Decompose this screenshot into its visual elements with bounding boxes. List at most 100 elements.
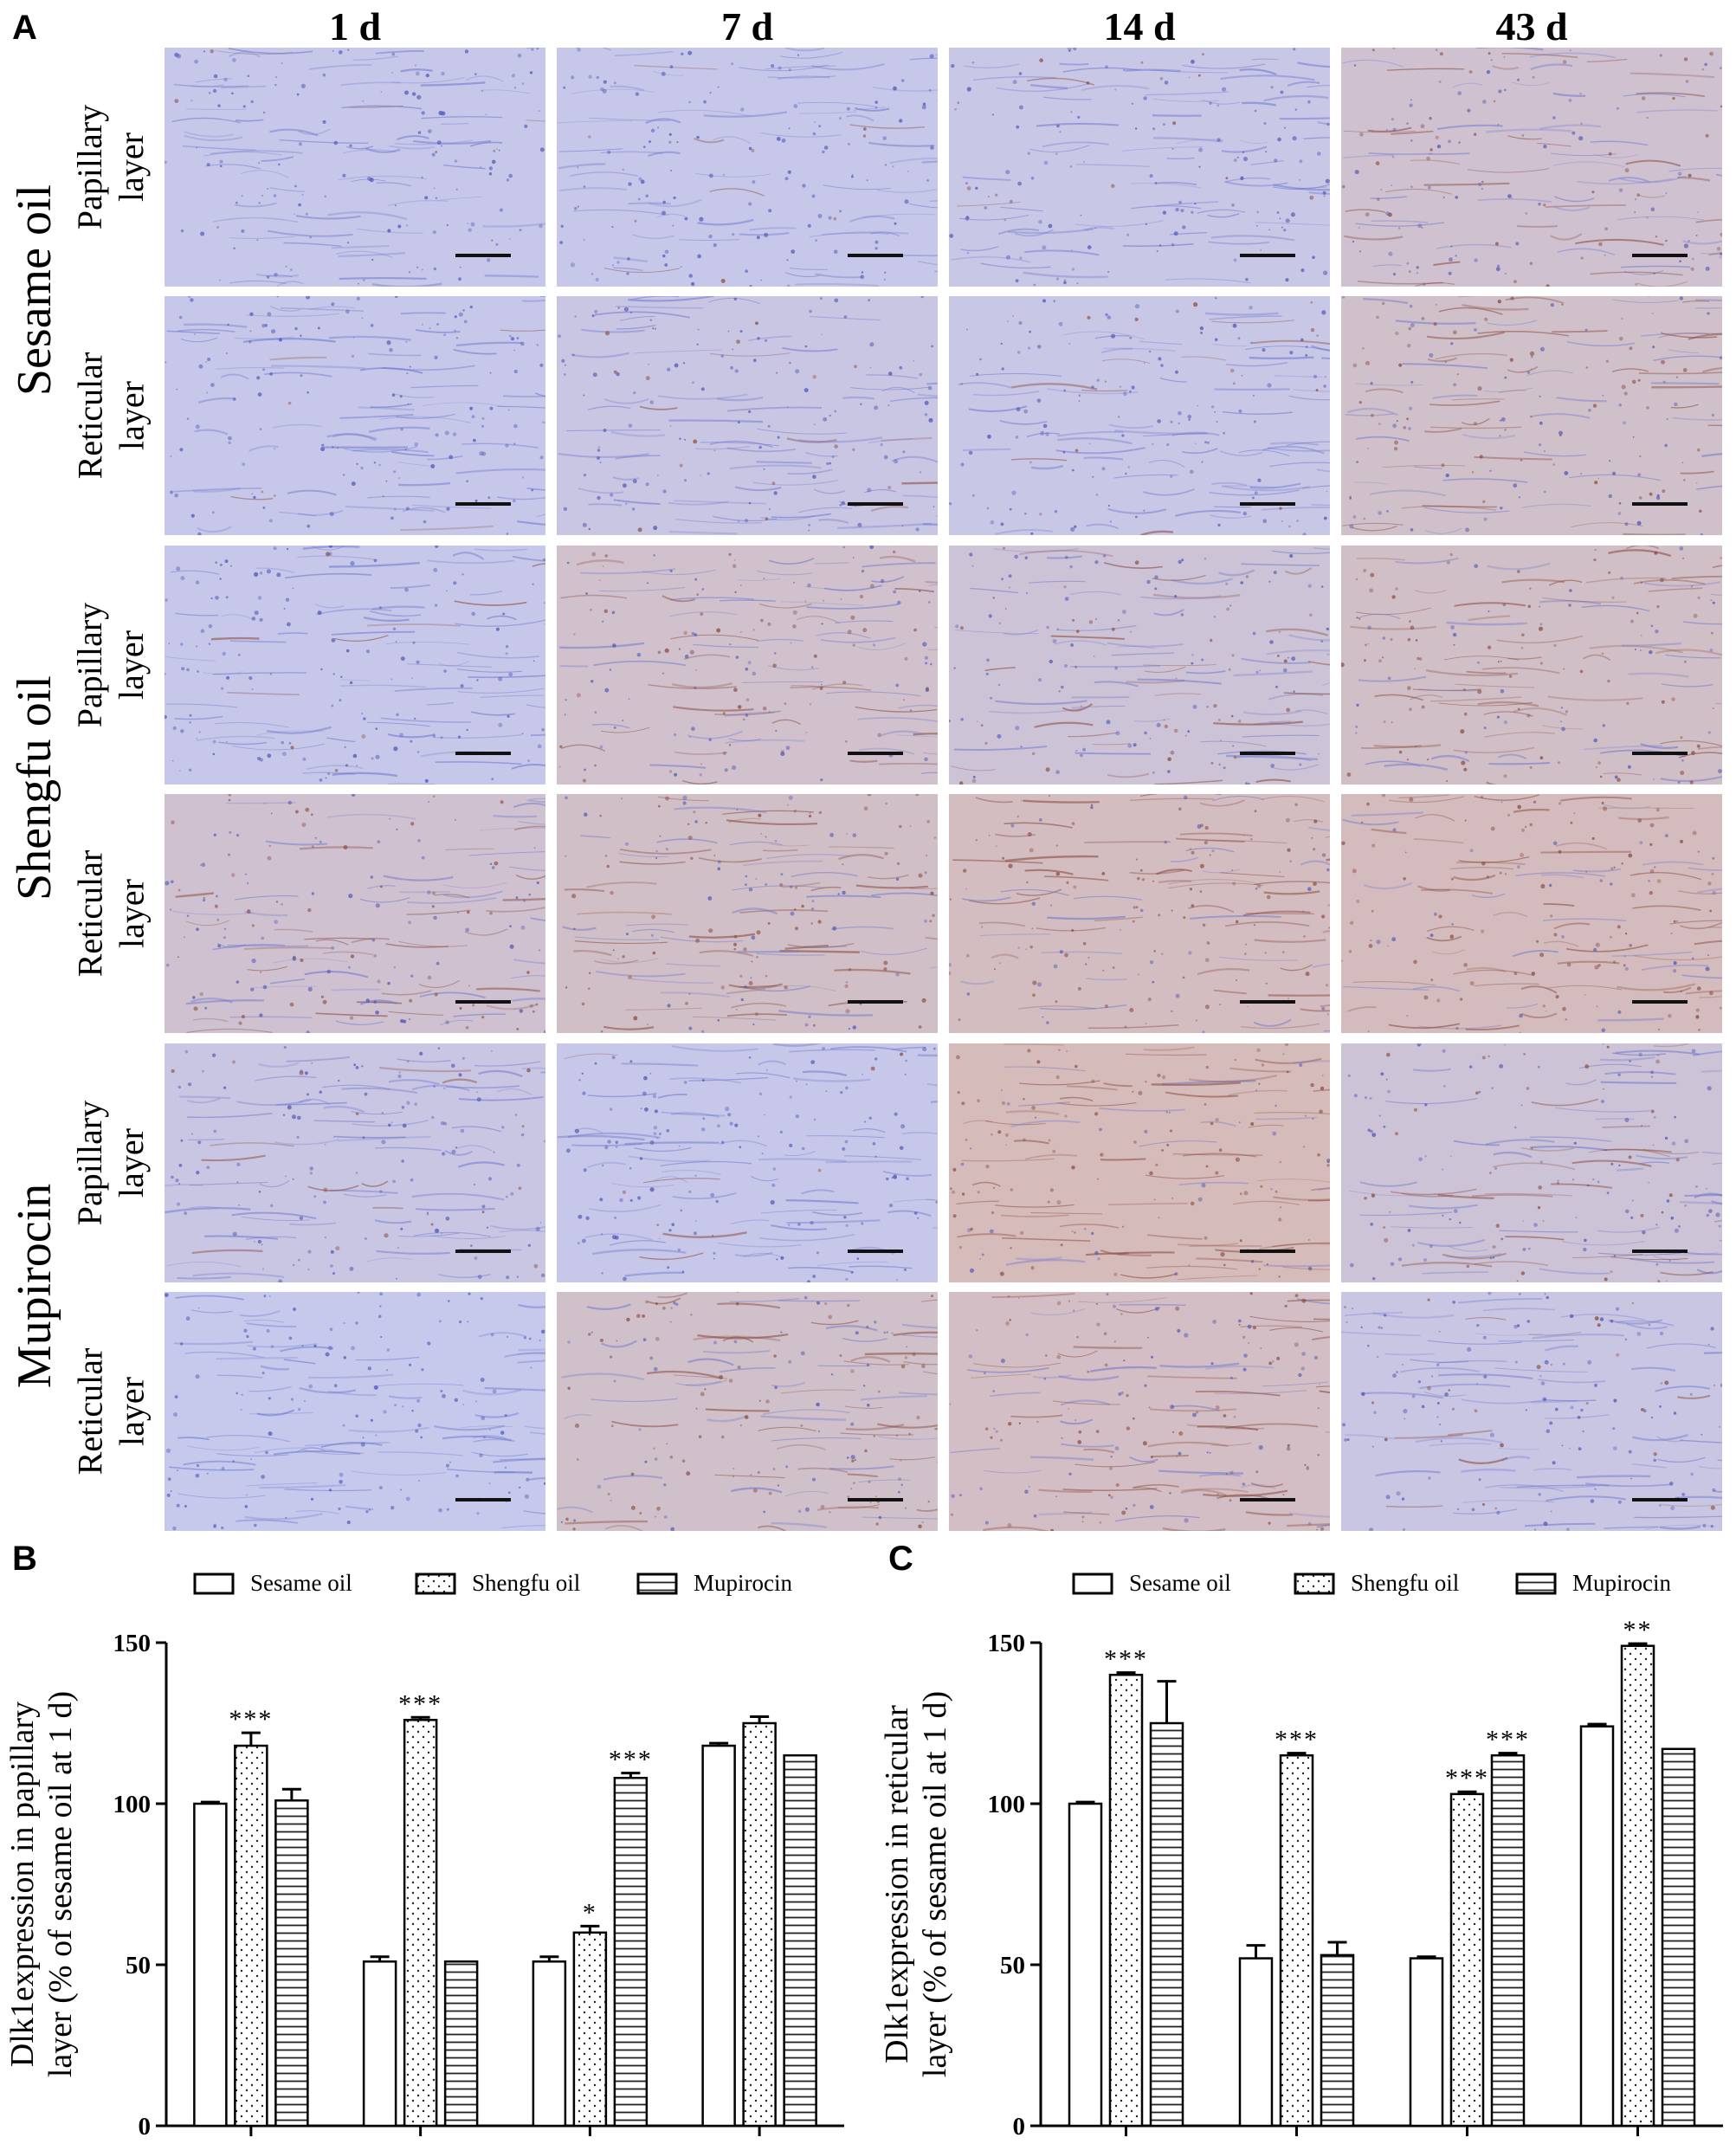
y-tick-label: 0 [1013,2113,1026,2141]
y-axis-label: Dlk1expression in papillary [4,1702,41,2067]
micrograph-tile [165,546,545,785]
layer-label-line: layer [112,879,152,948]
layer-label-line: layer [112,1128,152,1198]
scale-bar [1632,1498,1688,1501]
group-label-text: Shengfu oil [8,675,62,901]
scale-bar [455,1250,511,1253]
group-label-text: Sesame oil [8,184,61,397]
bar [1068,1802,1103,2128]
micrograph-tile [557,794,938,1033]
micrograph-tile [949,296,1330,535]
bar [701,1744,736,2128]
micrograph-tile [557,1043,938,1282]
significance-marker: * [583,1898,597,1927]
y-axis-label: layer (% of sesame oil at 1 d) [917,1691,953,2077]
bar [572,1931,608,2128]
micrograph-tile [949,48,1330,287]
panel-label-c: C [888,1540,913,1578]
legend-swatch [193,1572,235,1595]
scale-bar [1240,1000,1295,1004]
bar [1149,1721,1184,2128]
legend-swatch [415,1572,456,1595]
micrograph-tile [165,48,545,287]
bar [742,1721,777,2128]
bar [1449,1792,1485,2128]
significance-marker: *** [609,1746,653,1774]
bar [613,1776,649,2128]
bar [1409,1957,1444,2128]
group-label-mupirocin: Mupirocin [0,1043,69,1528]
bar [1238,1957,1274,2128]
layer-label-line: layer [112,1377,152,1446]
layer-label-line: layer [112,381,152,450]
micrograph-tile [557,296,938,535]
legend-swatch [636,1572,678,1595]
column-heading-7d: 7 d [720,4,774,48]
chart-reticular-expression: 0 50 100 150 Dlk1expression in reticular laye… [879,1570,1723,2141]
bar [783,1753,817,2128]
scale-bar [1240,254,1295,257]
significance-marker: *** [1275,1726,1319,1754]
panel-label-a: A [12,9,37,47]
scale-bar [848,752,903,755]
scale-bar [455,254,511,257]
scale-bar [848,1498,903,1501]
scale-bar [1632,1000,1688,1004]
layer-label-reticular: Reticular layer [66,794,156,1033]
y-tick-label: 50 [126,1952,151,1979]
legend-label: Shengfu oil [1351,1570,1459,1596]
bar [234,1744,268,2128]
micrograph-tile [949,1292,1330,1531]
scale-bar [455,1498,511,1501]
column-heading-1d: 1 d [328,4,382,48]
micrograph-tile [1341,1043,1722,1282]
significance-marker: *** [398,1689,442,1718]
y-axis-label: Dlk1expression in reticular [879,1705,915,2063]
layer-label-line: Papillary [70,104,110,230]
micrograph-tile [949,794,1330,1033]
legend-label: Mupirocin [1572,1570,1671,1596]
y-tick-label: 150 [113,1630,152,1657]
scale-bar [848,1250,903,1253]
micrograph-tile [557,546,938,785]
layer-label-line: Papillary [70,1100,110,1226]
scale-bar [1632,1250,1688,1253]
significance-marker: *** [1445,1764,1489,1792]
bar [1279,1753,1314,2128]
bar [1661,1747,1696,2128]
scale-bar [455,1000,511,1004]
legend-swatch [1515,1572,1557,1595]
layer-label-papillary: Papillary layer [66,1043,156,1282]
scale-bar [848,502,903,506]
legend-label: Mupirocin [694,1570,792,1596]
micrograph-tile [165,296,545,535]
scale-bar [848,1000,903,1004]
group-label-shengfu-oil: Shengfu oil [0,546,69,1030]
micrograph-tile [1341,794,1722,1033]
layer-label-papillary: Papillary layer [66,546,156,785]
scale-bar [1240,752,1295,755]
y-tick-label: 0 [139,2113,152,2141]
bar [1579,1725,1615,2128]
column-heading-43d: 43 d [1495,4,1568,48]
significance-marker: ** [1623,1616,1653,1644]
scale-bar [1240,502,1295,506]
scale-bar [1632,254,1688,257]
layer-label-line: Reticular [70,1347,110,1476]
bar [1490,1753,1526,2128]
layer-label-line: layer [112,132,152,202]
bar [362,1960,397,2128]
y-axis-label: layer (% of sesame oil at 1 d) [42,1691,79,2077]
micrograph-tile [557,48,938,287]
group-label-text: Mupirocin [8,1183,62,1389]
layer-label-papillary: Papillary layer [66,48,156,287]
chart-papillary-expression: 0 50 100 150 Dlk1expression in papillary laye… [4,1570,844,2141]
micrograph-tile [1341,1292,1722,1531]
bar [193,1802,228,2128]
micrograph-tile [165,1043,545,1282]
layer-label-line: layer [112,630,152,700]
bar [532,1960,567,2128]
micrograph-tile [1341,48,1722,287]
bar [1108,1673,1144,2128]
scale-bar [1632,502,1688,506]
